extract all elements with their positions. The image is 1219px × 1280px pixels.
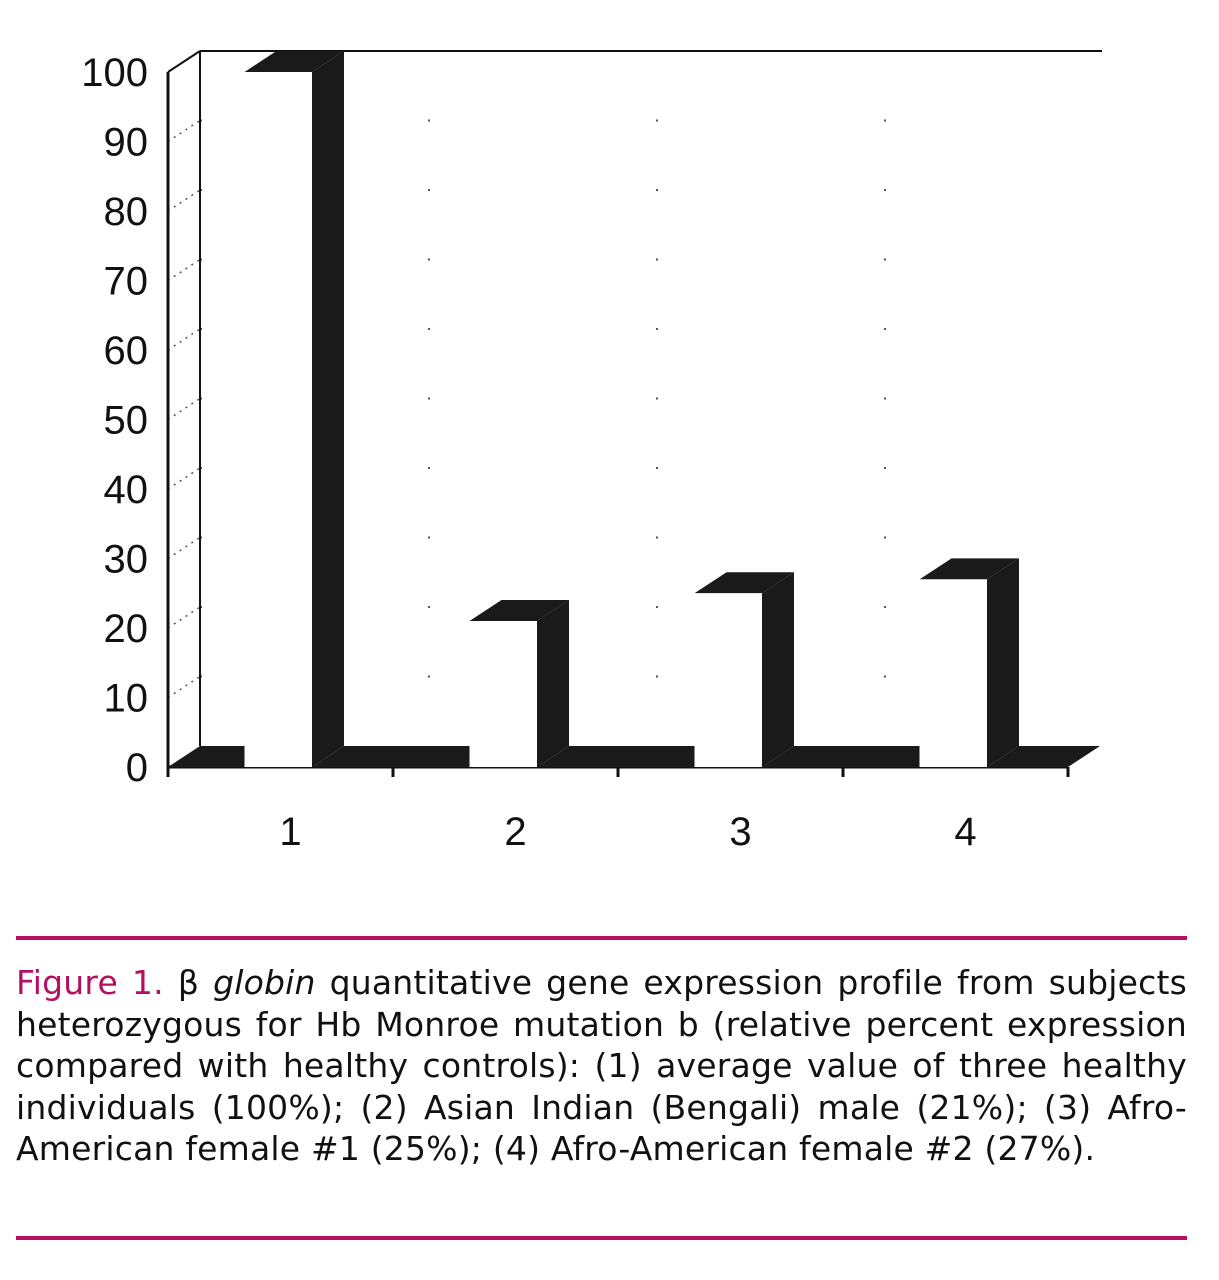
bar-front-face bbox=[244, 72, 312, 767]
x-tick-label: 2 bbox=[504, 810, 526, 854]
floor-segment bbox=[762, 746, 952, 767]
figure-label: Figure 1. bbox=[16, 963, 164, 1002]
y-tick-label: 50 bbox=[104, 399, 149, 443]
floor-segment bbox=[537, 746, 727, 767]
bar-chart: 0 10 20 30 40 50 60 70 80 90 100 1 2 3 4 bbox=[81, 50, 1102, 854]
floor-segment bbox=[312, 746, 502, 767]
gene-name: globin bbox=[213, 963, 316, 1002]
side-wall-gridline bbox=[167, 467, 201, 490]
x-tick-label: 1 bbox=[279, 810, 301, 854]
x-axis-tick-labels: 1 2 3 4 bbox=[279, 810, 976, 854]
x-tick-label: 3 bbox=[729, 810, 751, 854]
bar-side-face bbox=[312, 51, 344, 767]
bar-front-face bbox=[919, 579, 987, 767]
side-wall-top-edge bbox=[167, 50, 201, 73]
bar-top-face bbox=[469, 600, 569, 622]
y-tick-label: 40 bbox=[104, 468, 149, 512]
side-wall-gridline bbox=[167, 328, 201, 351]
side-wall-gridline bbox=[167, 675, 201, 699]
y-tick-label: 60 bbox=[104, 329, 149, 373]
bar-side-face bbox=[987, 558, 1019, 767]
side-wall-gridline bbox=[167, 536, 201, 560]
y-tick-label: 100 bbox=[81, 51, 148, 95]
y-axis-tick-labels: 0 10 20 30 40 50 60 70 80 90 100 bbox=[81, 51, 148, 790]
figure-caption: Figure 1. β globin quantitative gene exp… bbox=[16, 962, 1187, 1170]
y-tick-label: 90 bbox=[104, 121, 149, 165]
bar-top-face bbox=[244, 51, 344, 72]
bar-top-face bbox=[694, 572, 794, 594]
bar-front-face bbox=[694, 593, 762, 767]
caption-bottom-rule bbox=[16, 1236, 1187, 1240]
bar-top-face bbox=[919, 558, 1019, 580]
y-tick-label: 70 bbox=[104, 260, 149, 304]
side-wall-gridline bbox=[167, 397, 201, 421]
caption-text: quantitative gene expression profile fro… bbox=[16, 963, 1187, 1168]
side-wall-gridline bbox=[167, 119, 201, 143]
side-wall-gridline bbox=[167, 258, 201, 282]
caption-top-rule bbox=[16, 936, 1187, 940]
y-tick-label: 20 bbox=[104, 607, 149, 651]
y-tick-label: 30 bbox=[104, 538, 149, 582]
bar-front-face bbox=[469, 621, 537, 767]
y-tick-label: 80 bbox=[104, 190, 149, 234]
y-tick-label: 10 bbox=[104, 677, 149, 721]
side-wall-gridline bbox=[167, 606, 201, 629]
floor-segment bbox=[987, 746, 1100, 767]
bar-side-face bbox=[537, 600, 569, 767]
bar-side-face bbox=[762, 572, 794, 767]
side-wall-gridline bbox=[167, 189, 201, 212]
y-tick-label: 0 bbox=[126, 746, 148, 790]
x-tick-label: 4 bbox=[954, 810, 976, 854]
beta-symbol: β bbox=[177, 963, 200, 1002]
chart-bars bbox=[168, 51, 1100, 767]
